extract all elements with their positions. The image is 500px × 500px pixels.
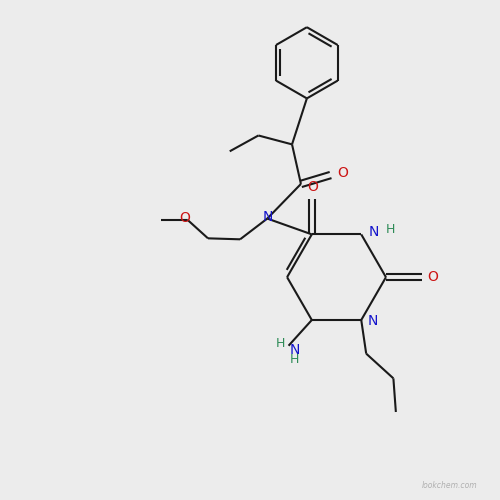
Text: lookchem.com: lookchem.com <box>422 481 478 490</box>
Text: N: N <box>290 342 300 356</box>
Text: O: O <box>180 210 190 224</box>
Text: H: H <box>386 223 396 236</box>
Text: H: H <box>290 353 299 366</box>
Text: O: O <box>307 180 318 194</box>
Text: N: N <box>367 314 378 328</box>
Text: O: O <box>428 270 438 283</box>
Text: O: O <box>337 166 348 179</box>
Text: H: H <box>276 337 285 350</box>
Text: N: N <box>262 210 273 224</box>
Text: N: N <box>368 226 379 239</box>
